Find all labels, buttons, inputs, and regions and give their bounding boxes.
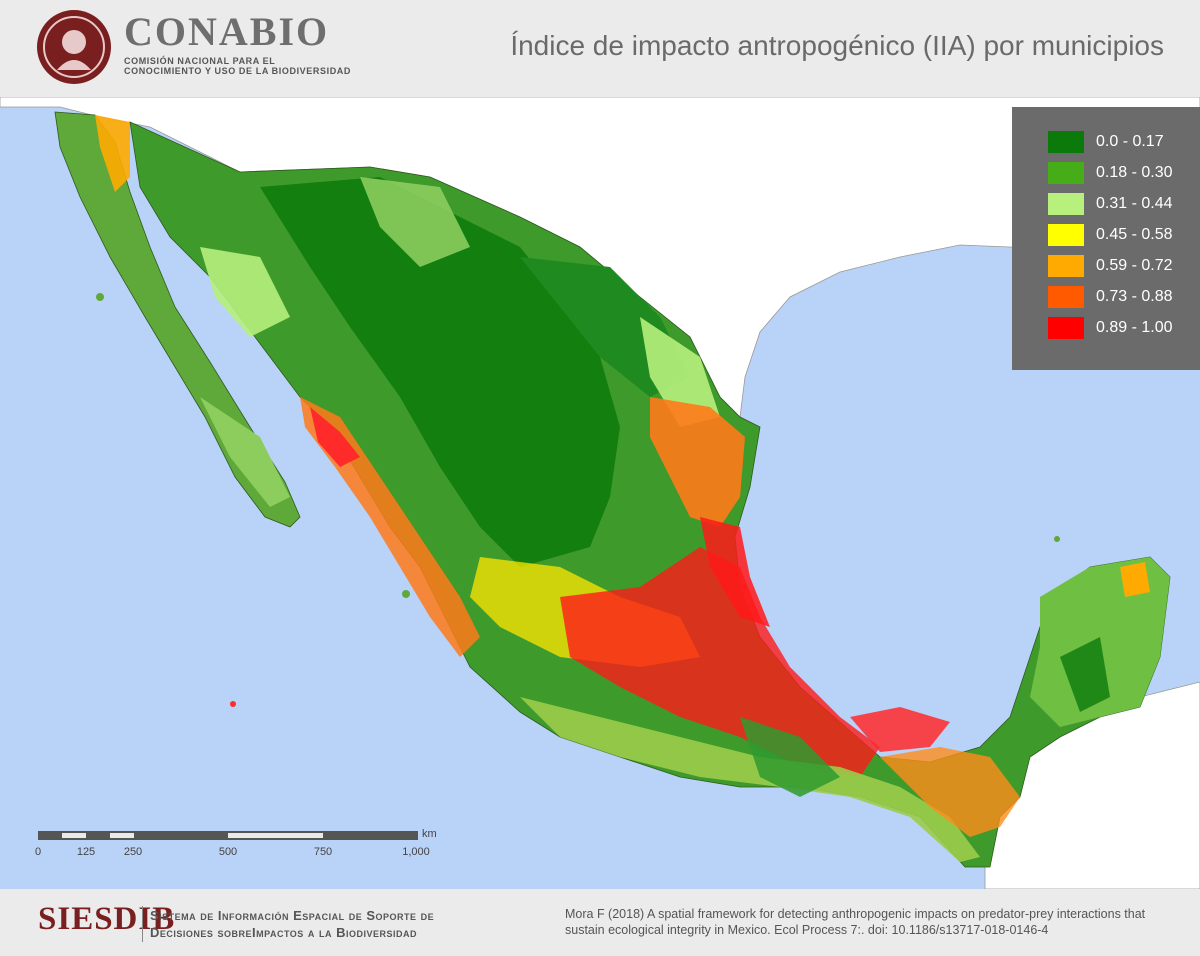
oaxaca-green: [740, 717, 840, 797]
light-patch-2: [360, 177, 470, 267]
legend-label: 0.18 - 0.30: [1096, 164, 1173, 181]
scale-segment: [228, 833, 323, 838]
legend-swatch: [1048, 193, 1084, 215]
baja-south-light: [200, 397, 290, 507]
legend-swatch: [1048, 255, 1084, 277]
gulf-red-strip: [700, 517, 770, 627]
legend-swatch: [1048, 131, 1084, 153]
siesdib-logo: SIESDIB: [38, 901, 176, 937]
logo-subtitle: COMISIÓN NACIONAL PARA EL CONOCIMIENTO Y…: [124, 56, 351, 76]
south-pacific-mixed: [520, 697, 980, 862]
scale-segment: [62, 833, 86, 838]
central-red-zone: [560, 547, 880, 777]
island-3: [230, 701, 236, 707]
island-4: [1054, 536, 1060, 542]
mexico-map: [0, 97, 1200, 889]
legend-label: 0.31 - 0.44: [1096, 195, 1173, 212]
footer-system-line2: Decisiones sobreImpactos a la Biodiversi…: [150, 925, 418, 940]
footer-divider: [142, 906, 143, 942]
map-title: Índice de impacto antropogénico (IIA) po…: [510, 30, 1164, 61]
scale-tick: 1,000: [402, 846, 430, 858]
scale-unit: km: [422, 828, 437, 840]
sierra-madre-dark: [260, 177, 620, 567]
legend-label: 0.59 - 0.72: [1096, 257, 1173, 274]
yucatan-dark: [1060, 637, 1110, 712]
scale-tick: 500: [218, 846, 238, 858]
island-2: [402, 590, 410, 598]
legend-swatch: [1048, 224, 1084, 246]
conabio-logo-icon: [37, 10, 111, 84]
tabasco-red: [850, 707, 950, 752]
footer: SIESDIB Sistema de Información Espacial …: [0, 889, 1200, 956]
legend-label: 0.73 - 0.88: [1096, 288, 1173, 305]
scale-tick: 125: [76, 846, 96, 858]
pacific-coast-red: [310, 407, 360, 467]
legend-label: 0.89 - 1.00: [1096, 319, 1173, 336]
map-area: [0, 97, 1200, 889]
scale-tick: 750: [313, 846, 333, 858]
yucatan-orange: [1120, 562, 1150, 597]
footer-system-line1: Sistema de Información Espacial de Sopor…: [150, 908, 435, 923]
chiapas-mixed: [880, 747, 1020, 837]
footer-system-name: Sistema de Información Espacial de Sopor…: [150, 907, 434, 941]
header: CONABIO COMISIÓN NACIONAL PARA EL CONOCI…: [0, 0, 1200, 97]
gulf-coast-orange: [650, 397, 745, 527]
island-1: [96, 293, 104, 301]
scale-tick: 250: [123, 846, 143, 858]
scale-segment: [110, 833, 134, 838]
light-patch-1: [200, 247, 290, 337]
legend: 0.0 - 0.17 0.18 - 0.30 0.31 - 0.44 0.45 …: [1012, 107, 1200, 370]
legend-label: 0.0 - 0.17: [1096, 133, 1164, 150]
legend-swatch: [1048, 286, 1084, 308]
citation: Mora F (2018) A spatial framework for de…: [565, 907, 1146, 937]
legend-swatch: [1048, 162, 1084, 184]
scale-tick: 0: [34, 846, 42, 858]
light-patch-3: [640, 317, 720, 427]
scale-bar-line: [38, 831, 418, 840]
logo-title: CONABIO: [124, 9, 330, 54]
legend-label: 0.45 - 0.58: [1096, 226, 1173, 243]
legend-swatch: [1048, 317, 1084, 339]
baja-north-orange: [95, 115, 130, 192]
